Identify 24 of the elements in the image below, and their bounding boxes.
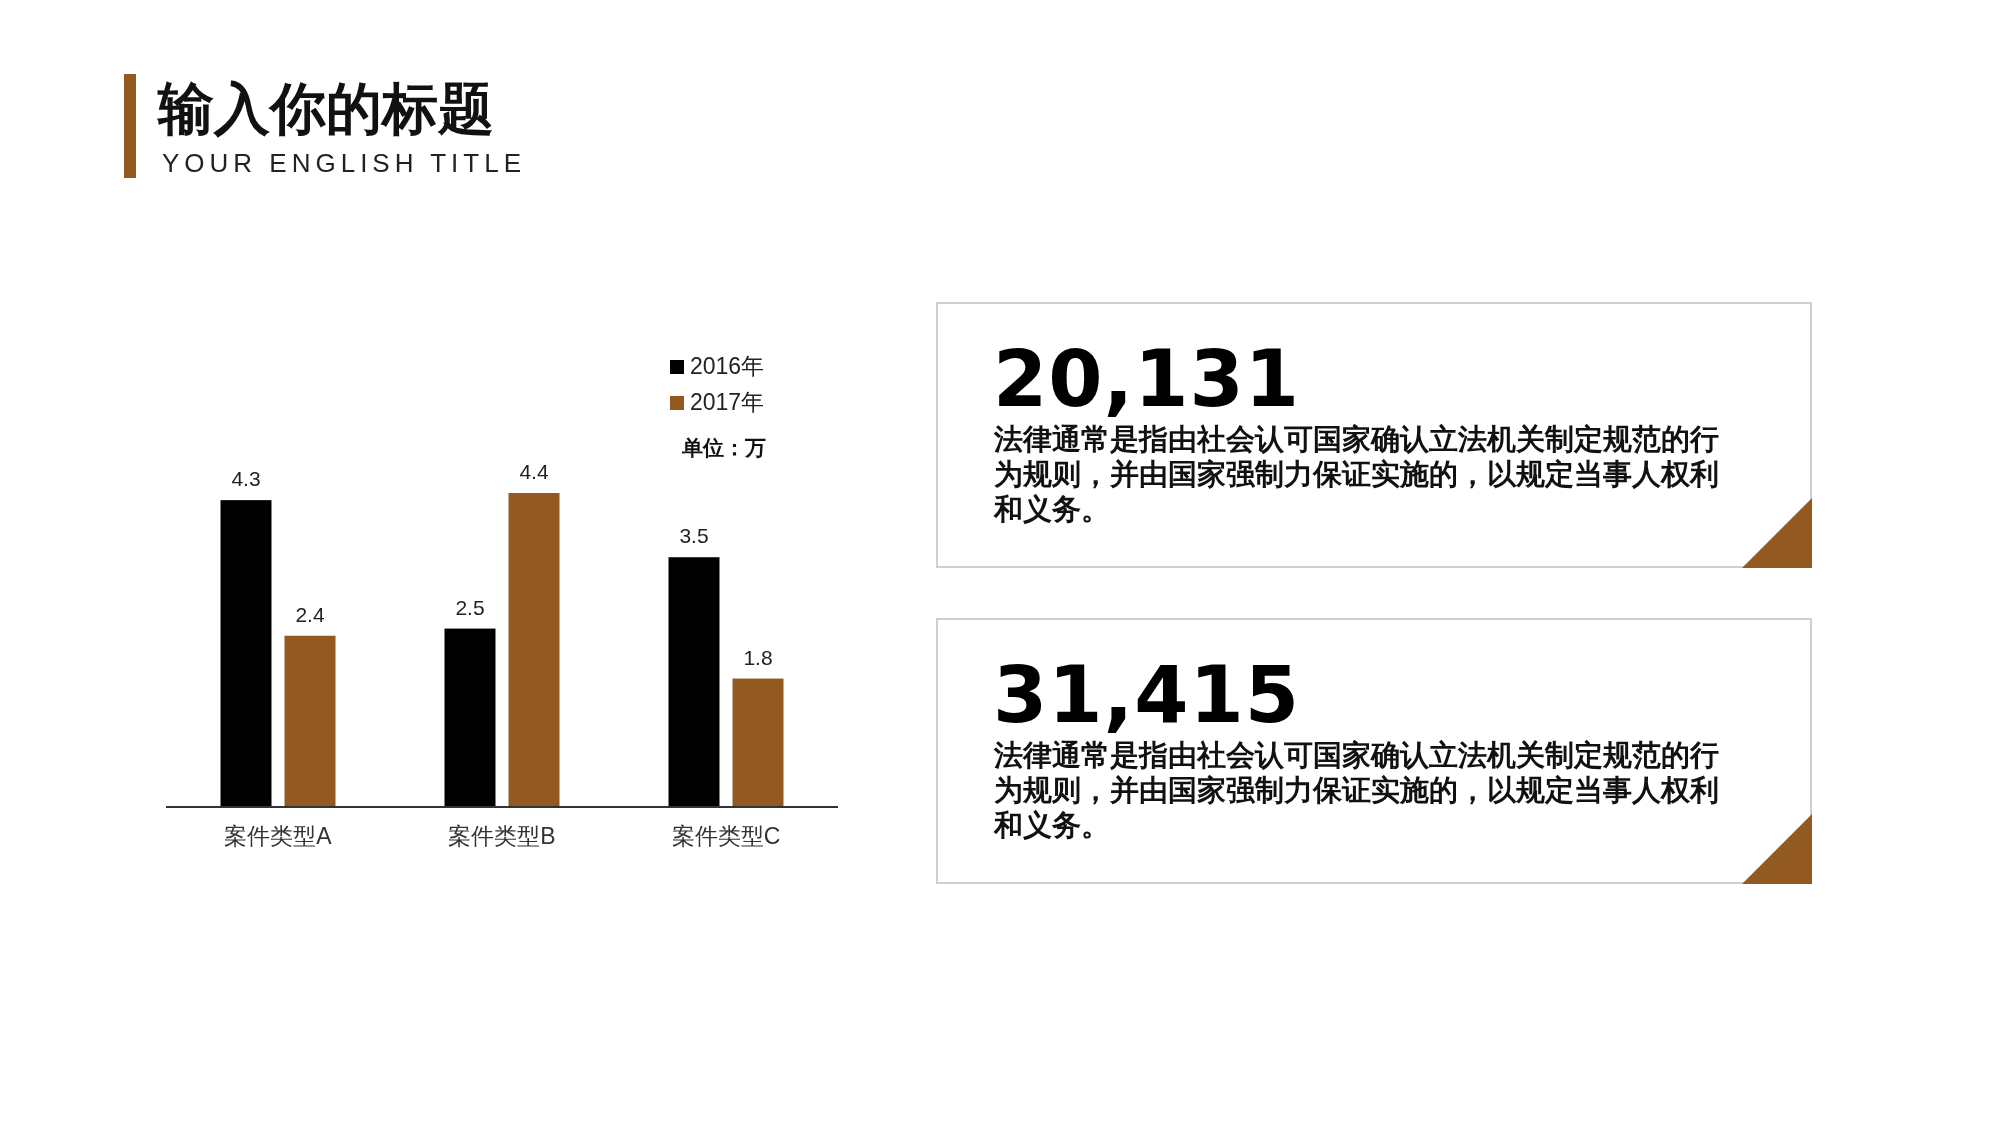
bar [220, 500, 272, 807]
text: 法律通常是指由社会认可国家确认立法机关制定规范的行为规则，并由国家强制力保证实施的，以规定当事人权利和义务。 [994, 422, 1720, 527]
x-tick-label: 案件类型A [224, 823, 333, 849]
chart-title: 输入你的标题 [156, 77, 494, 140]
legend-label: 2017年 [690, 389, 765, 415]
data-label: 4.4 [519, 460, 549, 483]
text: 20,131 [993, 334, 1300, 424]
bar [508, 493, 560, 807]
data-label: 2.4 [295, 602, 325, 626]
x-tick-label: 案件类型C [671, 823, 781, 849]
data-label: 4.3 [231, 467, 261, 491]
bar [732, 678, 784, 807]
data-label: 3.5 [679, 524, 709, 548]
data-label: 2.5 [455, 595, 485, 619]
text: 单位：万 [681, 436, 766, 459]
bar [668, 557, 720, 807]
bar [444, 628, 496, 807]
text: 法律通常是指由社会认可国家确认立法机关制定规范的行为规则，并由国家强制力保证实施的，以规定当事人权利和义务。 [994, 738, 1720, 843]
data-label: 1.8 [743, 645, 773, 669]
chart-subtitle: YOUR ENGLISH TITLE [162, 148, 527, 178]
x-tick-label: 案件类型B [448, 823, 556, 849]
bar [284, 635, 336, 807]
legend-label: 2016年 [690, 353, 765, 379]
text: 31,415 [993, 650, 1300, 740]
